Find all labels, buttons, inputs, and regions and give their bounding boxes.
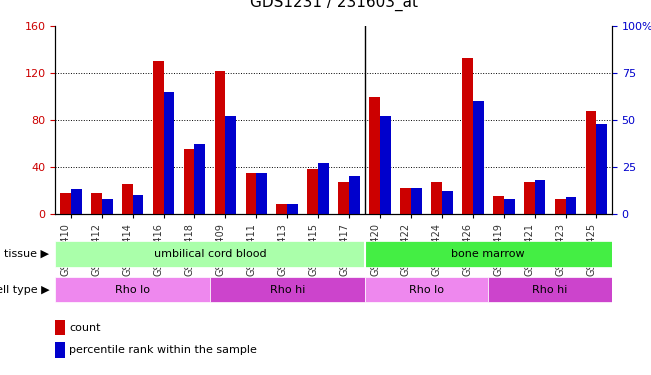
Bar: [596, 124, 607, 214]
Text: Rho lo: Rho lo: [409, 285, 444, 295]
Bar: [184, 149, 195, 214]
Bar: [493, 196, 504, 214]
Bar: [102, 199, 113, 214]
Bar: [586, 111, 596, 214]
Bar: [277, 204, 287, 214]
Bar: [195, 144, 205, 214]
Bar: [55, 342, 65, 358]
Text: Rho lo: Rho lo: [115, 285, 150, 295]
Bar: [71, 189, 81, 214]
FancyBboxPatch shape: [210, 277, 365, 302]
Text: cell type ▶: cell type ▶: [0, 285, 49, 295]
Bar: [411, 188, 422, 214]
FancyBboxPatch shape: [488, 277, 612, 302]
Bar: [60, 193, 71, 214]
Bar: [473, 101, 484, 214]
Bar: [287, 204, 298, 214]
Bar: [380, 116, 391, 214]
Text: percentile rank within the sample: percentile rank within the sample: [69, 345, 257, 355]
Bar: [462, 58, 473, 214]
FancyBboxPatch shape: [365, 242, 612, 267]
Text: count: count: [69, 322, 101, 333]
Bar: [318, 163, 329, 214]
Bar: [215, 71, 225, 214]
Bar: [153, 62, 163, 214]
Bar: [339, 182, 349, 214]
Bar: [307, 169, 318, 214]
Bar: [91, 193, 102, 214]
Text: umbilical cord blood: umbilical cord blood: [154, 249, 266, 259]
Text: tissue ▶: tissue ▶: [5, 249, 49, 259]
Bar: [400, 188, 411, 214]
Text: Rho hi: Rho hi: [533, 285, 568, 295]
Text: bone marrow: bone marrow: [451, 249, 525, 259]
FancyBboxPatch shape: [55, 277, 210, 302]
Bar: [555, 198, 566, 214]
FancyBboxPatch shape: [55, 242, 365, 267]
Bar: [534, 180, 546, 214]
Bar: [349, 176, 360, 214]
Text: Rho hi: Rho hi: [270, 285, 305, 295]
Bar: [133, 195, 143, 214]
Bar: [442, 191, 452, 214]
Bar: [122, 184, 133, 214]
Bar: [566, 197, 576, 214]
Text: GDS1231 / 231603_at: GDS1231 / 231603_at: [249, 0, 418, 11]
Bar: [163, 92, 174, 214]
Bar: [431, 182, 442, 214]
Bar: [256, 172, 267, 214]
Bar: [504, 199, 514, 214]
Bar: [245, 173, 256, 214]
Bar: [369, 97, 380, 214]
Bar: [225, 116, 236, 214]
FancyBboxPatch shape: [365, 277, 488, 302]
Bar: [524, 182, 534, 214]
Bar: [55, 320, 65, 335]
